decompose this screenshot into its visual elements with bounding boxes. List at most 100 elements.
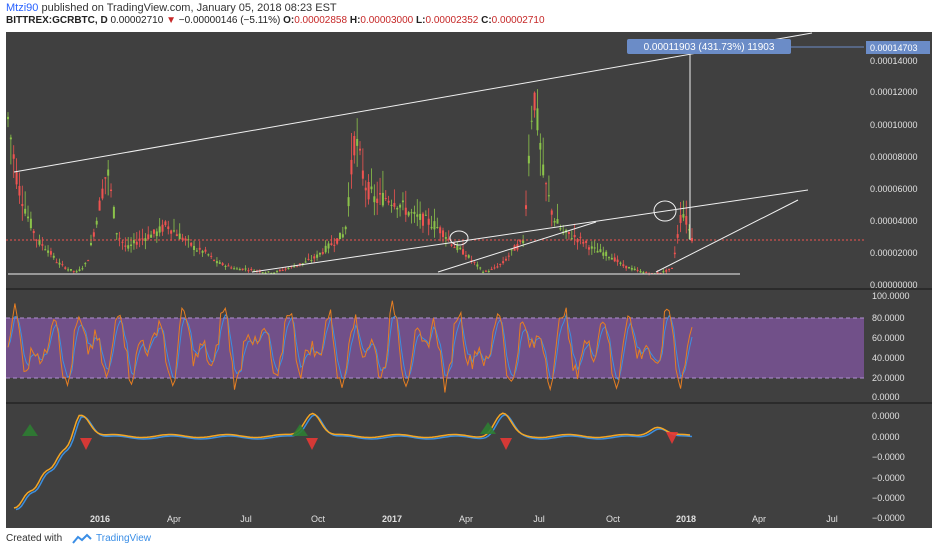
time-tick: Jul <box>533 514 545 524</box>
time-tick: Oct <box>311 514 326 524</box>
candle-body <box>276 271 279 273</box>
time-axis[interactable] <box>6 512 864 528</box>
candle-body <box>381 192 384 206</box>
wedge-line-2[interactable] <box>655 199 799 273</box>
candle-body <box>359 148 362 151</box>
candle-body <box>167 226 170 230</box>
candle-body <box>336 238 339 244</box>
upper-trendline[interactable] <box>13 32 813 173</box>
stoch-tick: 20.0000 <box>872 373 905 383</box>
candle-body <box>55 262 58 264</box>
candle-body <box>393 202 396 207</box>
candle-body <box>270 272 273 274</box>
candle-body <box>367 181 370 200</box>
candle-body <box>467 255 470 258</box>
circle-marker-2[interactable] <box>653 200 677 222</box>
buy-signal-icon <box>292 424 308 436</box>
candle-body <box>559 228 562 230</box>
price-tick: 0.00010000 <box>870 120 918 130</box>
candle-body <box>21 203 24 207</box>
candle-body <box>75 271 78 273</box>
candle-body <box>341 234 344 238</box>
circle-marker-1[interactable] <box>449 230 469 246</box>
author-link[interactable]: Mtzi90 <box>6 2 39 14</box>
sell-signal-icon <box>500 438 512 450</box>
candle-body <box>29 218 32 229</box>
candle-body <box>410 212 413 214</box>
time-tick: Apr <box>459 514 473 524</box>
candle-body <box>502 261 505 264</box>
candle-body <box>373 196 376 203</box>
current-price-box <box>866 41 930 54</box>
candle-body <box>493 267 496 269</box>
candle-body <box>642 272 645 274</box>
candle-body <box>121 241 124 243</box>
candle-body <box>89 242 92 246</box>
osc-main-line <box>13 412 691 509</box>
candle-body <box>104 177 107 179</box>
last-price: 0.00002710 <box>110 15 164 26</box>
candle-body <box>221 263 224 266</box>
tradingview-logo-icon[interactable] <box>72 533 92 545</box>
candle-body <box>593 247 596 249</box>
candle-body <box>141 238 144 240</box>
wedge-line-1[interactable] <box>437 221 597 273</box>
candle-body <box>172 230 175 232</box>
candle-body <box>539 142 542 150</box>
created-with-text: Created with <box>6 533 63 544</box>
publish-line: Mtzi90 published on TradingView.com, Jan… <box>6 2 337 14</box>
chart-header: Mtzi90 published on TradingView.com, Jan… <box>0 0 932 30</box>
chart-area[interactable]: 0.00014000 0.00012000 0.00010000 0.00008… <box>0 30 932 528</box>
candle-body <box>587 247 590 250</box>
candle-body <box>484 270 487 272</box>
candle-body <box>590 246 593 249</box>
candle-body <box>333 244 336 246</box>
tradingview-brand-link[interactable]: TradingView <box>96 533 152 544</box>
candle-body <box>379 193 382 195</box>
candle-body <box>207 254 210 256</box>
candle-body <box>195 250 198 252</box>
candle-body <box>533 92 536 111</box>
candle-body <box>364 187 367 191</box>
candle-body <box>132 239 135 244</box>
candle-body <box>585 240 588 243</box>
candle-body <box>47 250 50 253</box>
candle-body <box>41 244 44 246</box>
time-tick: Jul <box>826 514 838 524</box>
candle-body <box>15 172 18 185</box>
candle-body <box>201 250 204 253</box>
osc-panel[interactable] <box>6 404 864 512</box>
osc-series <box>13 412 693 511</box>
candle-body <box>9 137 12 140</box>
price-axis[interactable] <box>864 32 932 512</box>
candle-body <box>639 271 642 273</box>
candle-body <box>476 264 479 267</box>
candle-body <box>193 245 196 250</box>
candle-body <box>473 261 476 263</box>
candle-body <box>527 155 530 164</box>
time-tick: Oct <box>606 514 621 524</box>
candle-body <box>479 267 482 269</box>
mid-trendline[interactable] <box>251 189 809 273</box>
osc-tick: −0.0000 <box>872 452 905 462</box>
candle-body <box>267 271 270 273</box>
triangle-down-icon: ▼ <box>166 15 176 26</box>
candle-body <box>673 252 676 255</box>
measure-label-box[interactable] <box>627 39 791 54</box>
candle-body <box>32 230 35 234</box>
price-panel[interactable] <box>6 32 864 288</box>
candle-series <box>7 89 693 276</box>
candle-body <box>376 198 379 203</box>
candle-body <box>628 267 631 269</box>
candle-body <box>579 236 582 238</box>
candle-body <box>459 247 462 250</box>
buy-signal-icon <box>22 424 38 436</box>
low-value: 0.00002352 <box>425 15 479 26</box>
trend-drawings[interactable] <box>8 32 813 275</box>
candle-body <box>421 213 424 226</box>
candle-body <box>519 240 522 242</box>
candle-body <box>213 259 216 261</box>
candle-body <box>204 249 207 252</box>
candle-body <box>144 238 147 242</box>
candle-body <box>605 251 608 257</box>
